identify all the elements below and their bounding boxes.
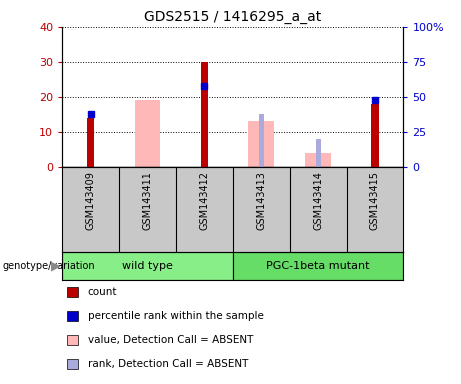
Text: GSM143415: GSM143415: [370, 171, 380, 230]
Text: count: count: [88, 287, 117, 297]
Bar: [87, 118, 95, 167]
Title: GDS2515 / 1416295_a_at: GDS2515 / 1416295_a_at: [144, 10, 321, 25]
Text: rank, Detection Call = ABSENT: rank, Detection Call = ABSENT: [88, 359, 248, 369]
Bar: [201, 62, 208, 167]
Text: GSM143412: GSM143412: [199, 171, 209, 230]
Bar: [315, 139, 321, 167]
Text: GSM143411: GSM143411: [142, 171, 153, 230]
Bar: [248, 121, 274, 167]
Text: genotype/variation: genotype/variation: [2, 261, 95, 271]
Bar: [371, 104, 378, 167]
Bar: [233, 252, 403, 280]
Bar: [135, 101, 160, 167]
Text: value, Detection Call = ABSENT: value, Detection Call = ABSENT: [88, 335, 253, 345]
Text: PGC-1beta mutant: PGC-1beta mutant: [266, 261, 370, 271]
Text: ▶: ▶: [52, 260, 61, 272]
Text: wild type: wild type: [122, 261, 173, 271]
Text: GSM143413: GSM143413: [256, 171, 266, 230]
Text: GSM143414: GSM143414: [313, 171, 323, 230]
Text: percentile rank within the sample: percentile rank within the sample: [88, 311, 264, 321]
Bar: [62, 252, 233, 280]
Bar: [305, 153, 331, 167]
Bar: [259, 114, 264, 167]
Text: GSM143409: GSM143409: [86, 171, 96, 230]
